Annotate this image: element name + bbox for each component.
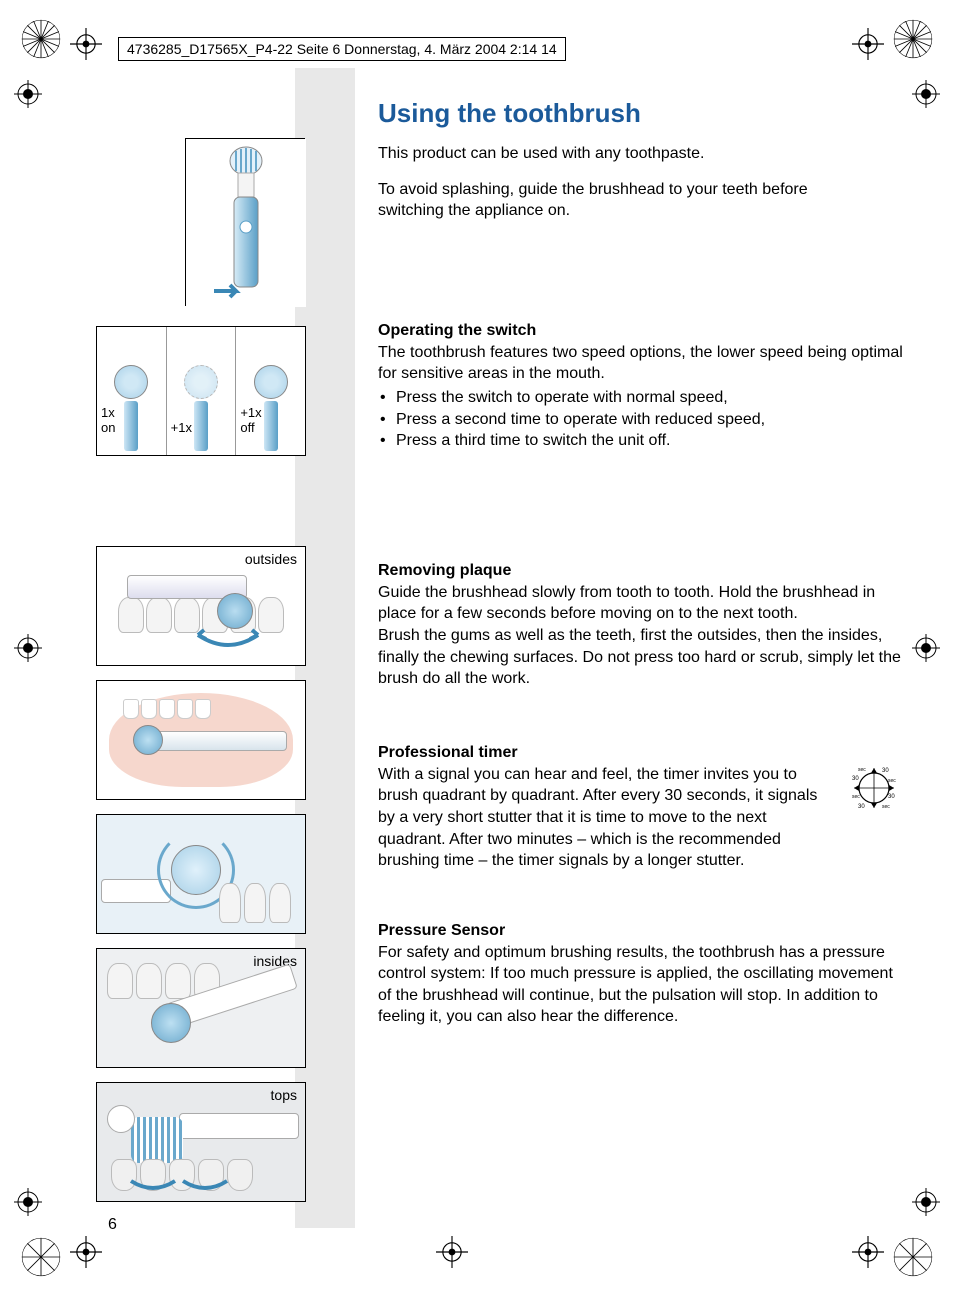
crop-cross-icon: [14, 634, 42, 662]
svg-text:sec: sec: [852, 794, 860, 800]
section-professional-timer: Professional timer With a signal you can…: [378, 744, 908, 872]
registration-target-icon: [852, 28, 884, 60]
crop-cross-icon: [912, 1188, 940, 1216]
section-pressure-sensor: Pressure Sensor For safety and optimum b…: [378, 922, 908, 1028]
illustration-switch-presses: 1xon +1x +1xoff: [96, 326, 306, 456]
print-header: 4736285_D17565X_P4-22 Seite 6 Donnerstag…: [118, 37, 566, 61]
section-title: Pressure Sensor: [378, 922, 908, 940]
section-title: Professional timer: [378, 744, 908, 762]
text-column: Using the toothbrush This product can be…: [378, 98, 908, 1042]
switch-label-3a: +1x: [240, 405, 261, 420]
section-body: For safety and optimum brushing results,…: [378, 942, 908, 1028]
svg-text:30: 30: [858, 804, 865, 810]
registration-target-icon: [70, 28, 102, 60]
switch-label-1a: 1x: [101, 405, 115, 420]
registration-spiral-icon: [20, 1236, 62, 1278]
section-title: Removing plaque: [378, 562, 908, 580]
illustration-tops-label: tops: [271, 1087, 297, 1103]
illustration-mouth-open: [96, 680, 306, 800]
bullet-item: Press the switch to operate with normal …: [378, 387, 908, 409]
section-operating-switch: Operating the switch The toothbrush feat…: [378, 322, 908, 452]
crop-cross-icon: [912, 80, 940, 108]
crop-cross-icon: [912, 634, 940, 662]
svg-text:30: 30: [852, 776, 859, 782]
illustration-brush-on: [185, 138, 305, 306]
switch-label-1b: on: [101, 420, 115, 435]
registration-spiral-icon: [20, 18, 62, 60]
svg-text:30: 30: [882, 768, 889, 774]
section-body: The toothbrush features two speed option…: [378, 342, 908, 385]
switch-bullet-list: Press the switch to operate with normal …: [378, 387, 908, 452]
registration-spiral-icon: [892, 1236, 934, 1278]
section-removing-plaque: Removing plaque Guide the brushhead slow…: [378, 562, 908, 690]
svg-text:sec: sec: [888, 778, 896, 784]
section-body: With a signal you can hear and feel, the…: [378, 764, 828, 872]
switch-label-3b: off: [240, 420, 254, 435]
svg-text:sec: sec: [858, 767, 866, 773]
crop-cross-icon: [14, 80, 42, 108]
registration-target-icon: [852, 1236, 884, 1268]
switch-label-2a: +1x: [171, 420, 192, 435]
bullet-item: Press a second time to operate with redu…: [378, 409, 908, 431]
illustration-insides: insides: [96, 948, 306, 1068]
illustration-outsides-label: outsides: [245, 551, 297, 567]
intro-paragraph-1: This product can be used with any toothp…: [378, 143, 908, 165]
section-body-1: Guide the brushhead slowly from tooth to…: [378, 582, 908, 625]
svg-text:sec: sec: [882, 804, 890, 810]
illustration-column: 1xon +1x +1xoff outsides: [80, 68, 340, 1216]
illustration-outsides: outsides: [96, 546, 306, 666]
registration-spiral-icon: [892, 18, 934, 60]
timer-quadrant-icon: 30 sec 30 sec 30 sec 30 sec: [848, 762, 900, 814]
crop-cross-icon: [14, 1188, 42, 1216]
svg-text:30: 30: [888, 794, 895, 800]
section-title: Operating the switch: [378, 322, 908, 340]
section-body-2: Brush the gums as well as the teeth, fir…: [378, 625, 908, 690]
bullet-item: Press a third time to switch the unit of…: [378, 430, 908, 452]
page-number: 6: [108, 1216, 117, 1234]
illustration-tops: tops: [96, 1082, 306, 1202]
illustration-rotation: [96, 814, 306, 934]
registration-target-icon: [436, 1236, 468, 1268]
registration-target-icon: [70, 1236, 102, 1268]
page-title: Using the toothbrush: [378, 98, 908, 129]
intro-paragraph-2: To avoid splashing, guide the brushhead …: [378, 179, 818, 222]
